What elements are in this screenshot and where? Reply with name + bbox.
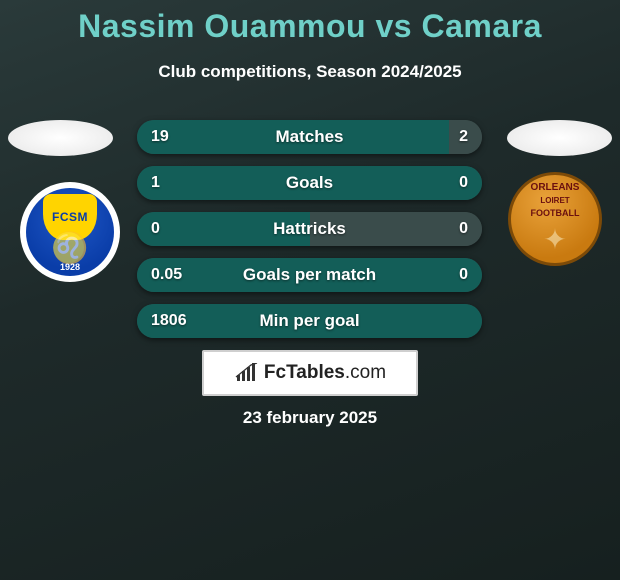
player-photo-right-placeholder: [507, 120, 612, 156]
barchart-icon: [234, 363, 260, 383]
branding-text: FcTables.com: [264, 362, 386, 384]
crest-right-line2: LOIRET: [508, 196, 602, 205]
branding-domain: .com: [345, 362, 386, 383]
lion-icon: ♌: [51, 231, 88, 266]
stat-bars: Matches192Goals10Hattricks00Goals per ma…: [137, 120, 482, 350]
stat-value-right: 2: [459, 120, 468, 154]
player-photo-left-placeholder: [8, 120, 113, 156]
crest-left-code: FCSM: [52, 210, 88, 224]
stat-label: Min per goal: [137, 304, 482, 338]
club-crest-right: ORLEANS LOIRET FOOTBALL ✦: [508, 172, 602, 266]
stat-label: Goals per match: [137, 258, 482, 292]
stat-value-right: 0: [459, 258, 468, 292]
stat-label: Goals: [137, 166, 482, 200]
stat-row: Matches19 2: [137, 120, 482, 154]
stat-value-right: 0: [459, 212, 468, 246]
wasp-icon: ✦: [508, 223, 602, 256]
subtitle: Club competitions, Season 2024/2025: [0, 62, 620, 82]
crest-left-year: 1928: [60, 262, 80, 272]
stat-row: Min per goal1806: [137, 304, 482, 338]
stat-value-left: 1: [151, 166, 160, 200]
stat-label: Hattricks: [137, 212, 482, 246]
stat-row: Goals1 0: [137, 166, 482, 200]
branding-box: FcTables.com: [202, 350, 418, 396]
stat-row: Hattricks0 0: [137, 212, 482, 246]
club-crest-left: FCSM ♌ 1928: [20, 182, 120, 282]
generated-date: 23 february 2025: [0, 408, 620, 428]
stat-value-left: 0.05: [151, 258, 182, 292]
stat-value-left: 19: [151, 120, 169, 154]
crest-right-line3: FOOTBALL: [508, 208, 602, 218]
page-title: Nassim Ouammou vs Camara: [0, 8, 620, 45]
stat-value-right: 0: [459, 166, 468, 200]
branding-name: FcTables: [264, 362, 345, 383]
stat-value-left: 1806: [151, 304, 187, 338]
comparison-infographic: Nassim Ouammou vs Camara Club competitio…: [0, 0, 620, 580]
stat-label: Matches: [137, 120, 482, 154]
stat-value-left: 0: [151, 212, 160, 246]
crest-right-line1: ORLEANS: [508, 182, 602, 193]
stat-row: Goals per match0.05 0: [137, 258, 482, 292]
